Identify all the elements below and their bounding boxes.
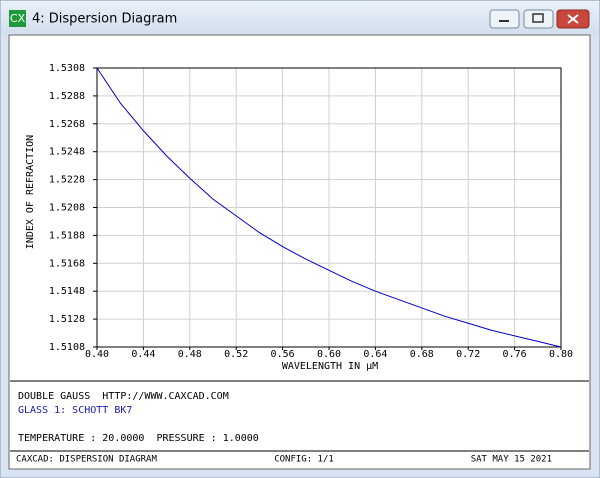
y-tick-label: 1.5288 xyxy=(49,91,85,102)
data-line xyxy=(96,67,562,348)
y-tick-label: 1.5128 xyxy=(49,314,85,325)
y-tick-label: 1.5308 xyxy=(49,63,85,74)
info-line: TEMPERATURE : 20.0000 PRESSURE : 1.0000 xyxy=(18,433,259,444)
info-line: GLASS 1: SCHOTT BK7 xyxy=(18,405,132,416)
x-tick-label: 0.72 xyxy=(456,349,480,360)
status-center: CONFIG: 1/1 xyxy=(274,455,334,465)
window-title: 4: Dispersion Diagram xyxy=(32,12,177,27)
app-icon xyxy=(9,10,26,27)
x-tick-label: 0.80 xyxy=(549,349,573,360)
maximize-button[interactable] xyxy=(523,9,554,29)
client-area xyxy=(8,34,591,470)
y-tick-label: 1.5108 xyxy=(49,342,85,353)
status-left: CAXCAD: DISPERSION DIAGRAM xyxy=(16,455,157,465)
app-icon-text: CX xyxy=(10,12,26,25)
x-tick-label: 0.64 xyxy=(363,349,387,360)
y-axis-label: INDEX OF REFRACTION xyxy=(25,135,36,249)
y-tick-label: 1.5148 xyxy=(49,286,85,297)
y-tick-label: 1.5188 xyxy=(49,230,85,241)
x-tick-label: 0.48 xyxy=(178,349,202,360)
status-right: SAT MAY 15 2021 xyxy=(471,455,552,465)
x-tick-label: 0.44 xyxy=(131,349,155,360)
x-tick-label: 0.60 xyxy=(317,349,341,360)
x-tick-label: 0.52 xyxy=(224,349,248,360)
x-axis-label: WAVELENGTH IN µM xyxy=(282,361,378,372)
x-tick-label: 0.40 xyxy=(85,349,109,360)
x-tick-label: 0.76 xyxy=(503,349,527,360)
y-tick-label: 1.5208 xyxy=(49,203,85,214)
y-tick-label: 1.5228 xyxy=(49,175,85,186)
y-tick-label: 1.5248 xyxy=(49,147,85,158)
y-tick-label: 1.5168 xyxy=(49,258,85,269)
maximize-icon xyxy=(532,13,544,23)
minimize-button[interactable] xyxy=(489,9,520,29)
plot: 1.5108 1.5128 1.5148 1.5168 1.5188 1.5208 1.52… xyxy=(49,63,573,360)
y-tick-label: 1.5268 xyxy=(49,119,85,130)
info-line: DOUBLE GAUSS HTTP://WWW.CAXCAD.COM xyxy=(18,391,229,402)
minimize-icon xyxy=(499,20,509,22)
x-tick-label: 0.56 xyxy=(271,349,295,360)
x-tick-label: 0.68 xyxy=(410,349,434,360)
plot-frame xyxy=(96,67,562,348)
window-buttons xyxy=(489,9,590,29)
close-icon xyxy=(567,14,579,24)
